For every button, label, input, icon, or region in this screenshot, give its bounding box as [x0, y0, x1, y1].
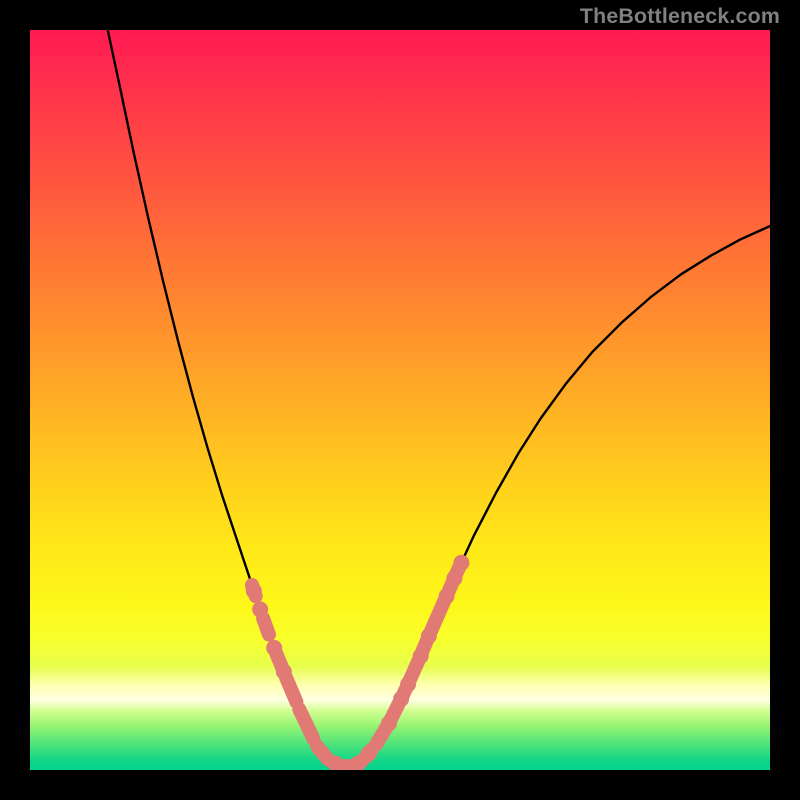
highlight-dot: [252, 601, 268, 617]
highlight-segment: [263, 618, 269, 634]
highlight-dot: [246, 583, 262, 599]
highlight-dot: [413, 648, 429, 664]
highlight-dot: [276, 664, 292, 680]
highlight-dot: [266, 640, 282, 656]
highlight-dot: [393, 691, 409, 707]
plot-background: [30, 30, 770, 770]
highlight-dot: [381, 715, 397, 731]
watermark-text: TheBottleneck.com: [580, 4, 780, 29]
chart-root: TheBottleneck.com: [0, 0, 800, 800]
highlight-dot: [439, 588, 455, 604]
highlight-dot: [421, 628, 437, 644]
bottleneck-chart: [0, 0, 800, 800]
highlight-dot: [400, 676, 416, 692]
highlight-dot: [453, 555, 469, 571]
highlight-segment: [286, 678, 296, 702]
highlight-dot: [446, 570, 462, 586]
highlight-segment: [317, 746, 327, 759]
